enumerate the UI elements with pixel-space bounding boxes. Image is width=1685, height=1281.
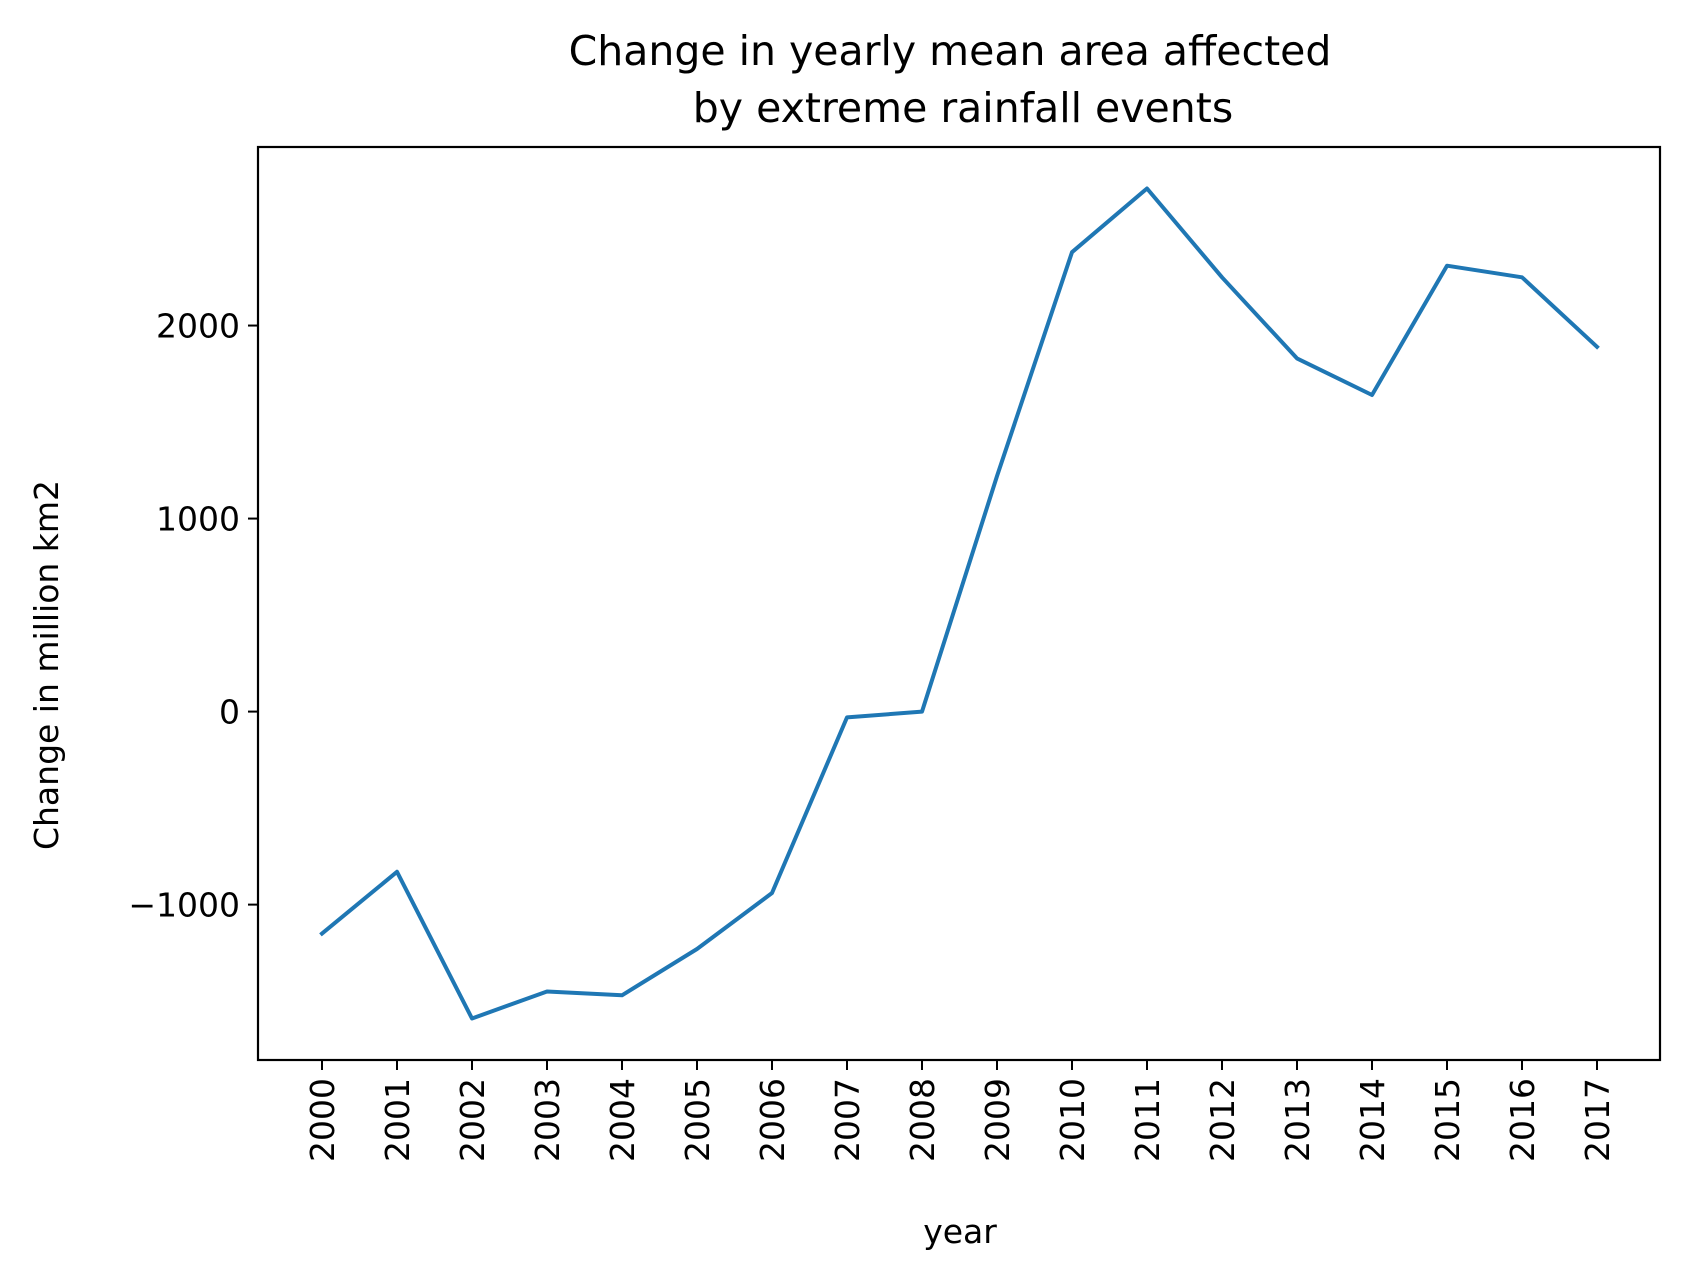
chart-title-line-2: by extreme rainfall events <box>693 84 1233 132</box>
x-tick-label: 2011 <box>1128 1078 1167 1162</box>
x-tick-label: 2009 <box>978 1078 1017 1162</box>
x-tick-label: 2013 <box>1278 1078 1317 1162</box>
y-tick-label: 0 <box>219 693 240 732</box>
x-tick-label: 2012 <box>1203 1078 1242 1162</box>
x-tick-label: 2001 <box>378 1078 417 1162</box>
x-tick-label: 2017 <box>1578 1078 1617 1162</box>
y-tick-label: 2000 <box>156 307 240 346</box>
y-tick-label: 1000 <box>156 500 240 539</box>
x-axis-label: year <box>923 1212 997 1251</box>
x-tick-label: 2016 <box>1503 1078 1542 1162</box>
x-tick-label: 2004 <box>603 1078 642 1162</box>
x-tick-label: 2006 <box>753 1078 792 1162</box>
x-tick-label: 2002 <box>453 1078 492 1162</box>
x-tick-label: 2005 <box>678 1078 717 1162</box>
x-tick-label: 2015 <box>1428 1078 1467 1162</box>
y-axis-label: Change in million km2 <box>27 480 66 850</box>
x-tick-label: 2010 <box>1053 1078 1092 1162</box>
x-tick-label: 2014 <box>1353 1078 1392 1162</box>
chart-title-line-1: Change in yearly mean area affected <box>569 27 1332 75</box>
series-line <box>319 186 1600 1021</box>
y-tick-label: −1000 <box>128 886 240 925</box>
x-tick-label: 2008 <box>903 1078 942 1162</box>
plot-area: −1000 0 1000 2000 2000 2001 2002 2003 2004 2005 20… <box>128 145 1662 1162</box>
x-tick-label: 2003 <box>528 1078 567 1162</box>
x-tick-label: 2007 <box>828 1078 867 1162</box>
x-tick-label: 2000 <box>303 1078 342 1162</box>
plot-frame <box>256 145 1662 1062</box>
